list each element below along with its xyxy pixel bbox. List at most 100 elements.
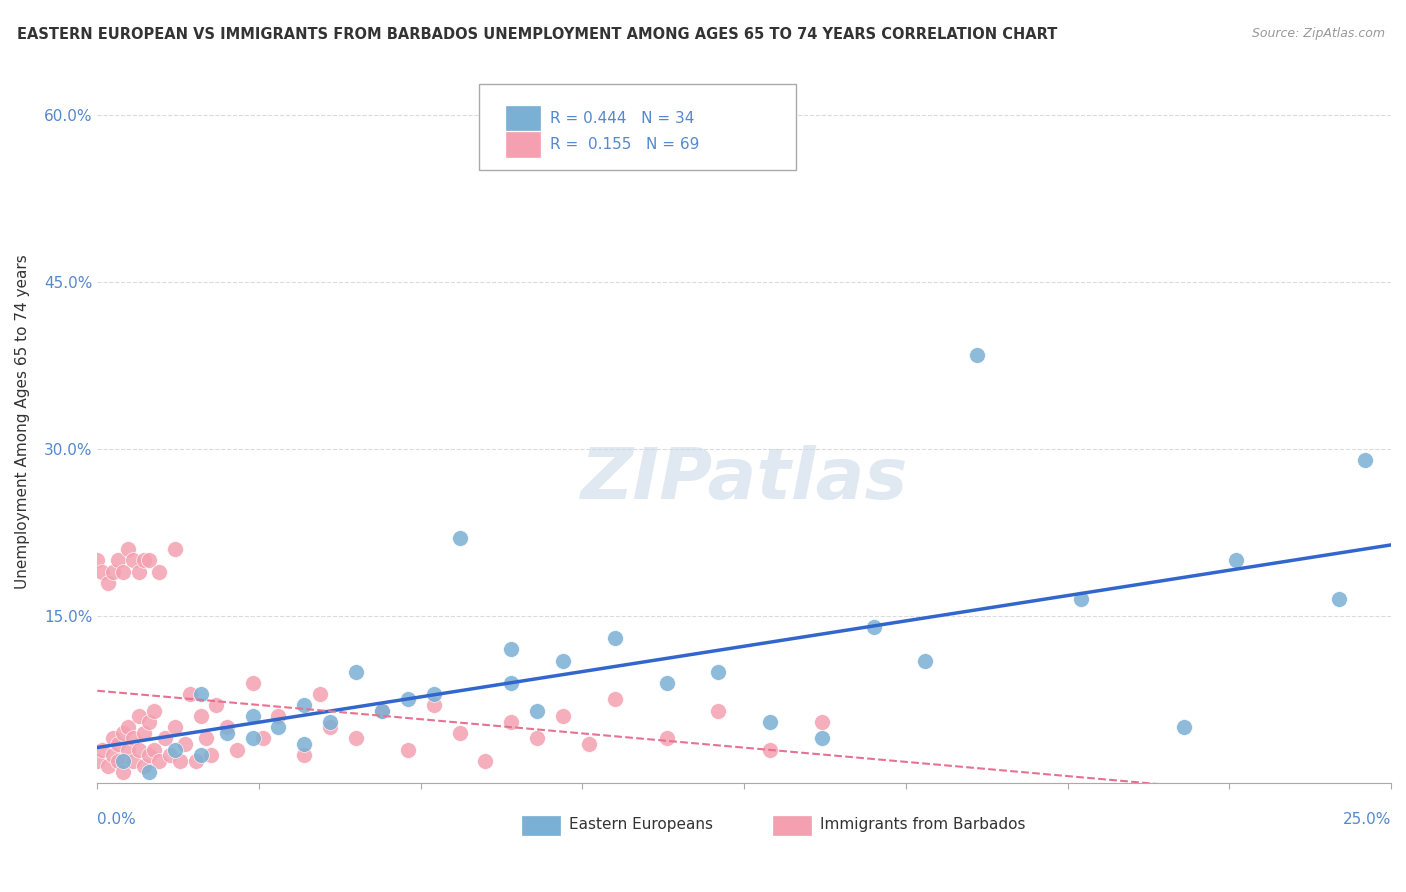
Point	[655, 675, 678, 690]
Point	[148, 565, 170, 579]
Point	[184, 754, 207, 768]
Point	[759, 742, 782, 756]
Point	[1354, 453, 1376, 467]
Point	[86, 553, 108, 567]
Point	[174, 737, 197, 751]
Point	[526, 704, 548, 718]
Text: Source: ZipAtlas.com: Source: ZipAtlas.com	[1251, 27, 1385, 40]
Point	[267, 709, 290, 723]
Point	[163, 742, 186, 756]
Text: R =  0.155   N = 69: R = 0.155 N = 69	[550, 136, 699, 152]
Point	[205, 698, 228, 712]
Point	[1329, 592, 1351, 607]
Point	[1173, 720, 1195, 734]
Point	[551, 709, 574, 723]
Point	[128, 565, 150, 579]
FancyBboxPatch shape	[506, 106, 540, 130]
Point	[371, 704, 394, 718]
Point	[292, 748, 315, 763]
Point	[86, 754, 108, 768]
Point	[1069, 592, 1091, 607]
Point	[122, 731, 145, 746]
Point	[117, 720, 139, 734]
Point	[190, 709, 212, 723]
Text: ZIPatlas: ZIPatlas	[581, 444, 908, 514]
Point	[603, 632, 626, 646]
Point	[122, 553, 145, 567]
FancyBboxPatch shape	[506, 132, 540, 156]
Text: 0.0%: 0.0%	[97, 812, 136, 827]
Point	[138, 748, 160, 763]
Point	[396, 742, 419, 756]
Point	[101, 748, 124, 763]
Text: 25.0%: 25.0%	[1343, 812, 1391, 827]
Point	[138, 714, 160, 729]
Point	[578, 737, 600, 751]
Point	[551, 654, 574, 668]
Point	[449, 726, 471, 740]
Point	[190, 748, 212, 763]
Point	[112, 764, 135, 779]
Point	[603, 692, 626, 706]
Point	[128, 742, 150, 756]
Point	[200, 748, 222, 763]
Point	[242, 709, 264, 723]
Point	[267, 720, 290, 734]
Point	[501, 675, 523, 690]
Point	[396, 692, 419, 706]
Point	[107, 754, 129, 768]
Point	[122, 754, 145, 768]
Point	[655, 731, 678, 746]
Point	[319, 720, 342, 734]
Point	[194, 731, 217, 746]
Point	[292, 698, 315, 712]
Point	[112, 565, 135, 579]
Point	[707, 665, 730, 679]
Point	[112, 726, 135, 740]
Point	[107, 553, 129, 567]
Point	[138, 553, 160, 567]
Text: R = 0.444   N = 34: R = 0.444 N = 34	[550, 111, 695, 126]
Point	[101, 731, 124, 746]
Point	[914, 654, 936, 668]
Point	[215, 720, 238, 734]
Text: Immigrants from Barbados: Immigrants from Barbados	[821, 817, 1026, 832]
Point	[242, 675, 264, 690]
Point	[153, 731, 176, 746]
Point	[449, 531, 471, 545]
Point	[215, 726, 238, 740]
Point	[501, 642, 523, 657]
Point	[810, 731, 832, 746]
Text: EASTERN EUROPEAN VS IMMIGRANTS FROM BARBADOS UNEMPLOYMENT AMONG AGES 65 TO 74 YE: EASTERN EUROPEAN VS IMMIGRANTS FROM BARB…	[17, 27, 1057, 42]
Point	[107, 737, 129, 751]
Point	[242, 731, 264, 746]
Point	[292, 737, 315, 751]
Point	[159, 748, 181, 763]
Point	[252, 731, 274, 746]
Point	[344, 731, 367, 746]
Point	[707, 704, 730, 718]
Point	[344, 665, 367, 679]
FancyBboxPatch shape	[772, 816, 811, 835]
Point	[91, 742, 114, 756]
Text: Eastern Europeans: Eastern Europeans	[569, 817, 713, 832]
Point	[474, 754, 496, 768]
Point	[91, 565, 114, 579]
Point	[112, 754, 135, 768]
Point	[1225, 553, 1247, 567]
Point	[319, 714, 342, 729]
Point	[143, 704, 166, 718]
Point	[163, 720, 186, 734]
Point	[308, 687, 330, 701]
FancyBboxPatch shape	[479, 84, 796, 169]
Point	[97, 759, 120, 773]
Point	[422, 687, 444, 701]
Point	[143, 742, 166, 756]
Point	[501, 714, 523, 729]
Point	[371, 704, 394, 718]
Point	[132, 759, 155, 773]
Point	[128, 709, 150, 723]
Point	[117, 542, 139, 557]
Point	[862, 620, 884, 634]
FancyBboxPatch shape	[522, 816, 561, 835]
